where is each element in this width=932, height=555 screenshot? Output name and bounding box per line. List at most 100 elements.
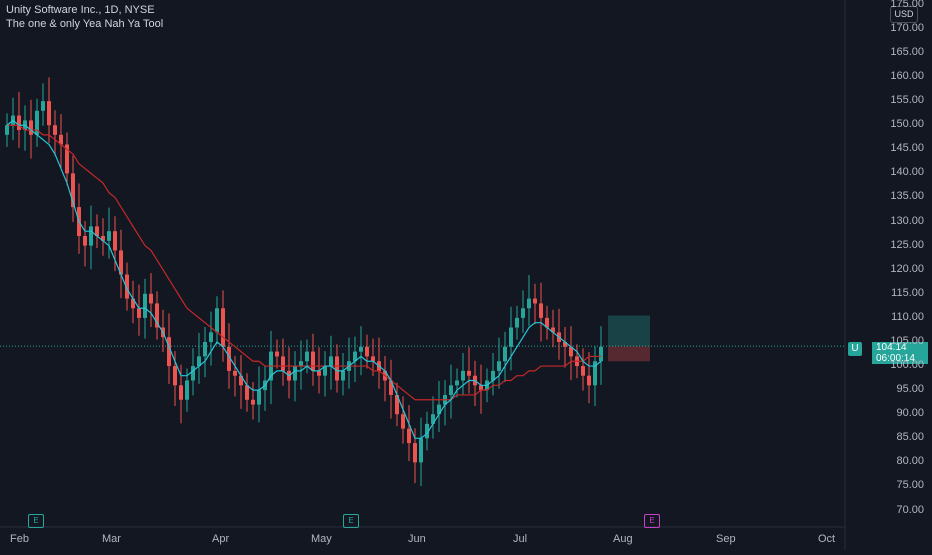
- candle-body: [389, 380, 393, 395]
- candle-body: [227, 346, 231, 371]
- y-tick-label: 120.00: [890, 262, 924, 275]
- y-tick-label: 95.00: [896, 383, 924, 396]
- candle-body: [551, 327, 555, 333]
- y-tick-label: 145.00: [890, 142, 924, 155]
- candle-body: [569, 346, 573, 357]
- x-tick-label: Feb: [10, 533, 29, 545]
- candle-body: [335, 356, 339, 381]
- y-tick-label: 160.00: [890, 70, 924, 83]
- chart-title[interactable]: Unity Software Inc., 1D, NYSE: [6, 4, 155, 16]
- candle-body: [359, 346, 363, 352]
- candle-body: [341, 370, 345, 381]
- candle-body: [311, 351, 315, 371]
- candle-body: [251, 399, 255, 405]
- candle-body: [245, 385, 249, 400]
- x-tick-label: May: [311, 533, 332, 545]
- candle-body: [119, 250, 123, 275]
- candle-body: [581, 366, 585, 376]
- candle-body: [503, 346, 507, 362]
- candle-body: [197, 356, 201, 367]
- y-tick-label: 150.00: [890, 118, 924, 131]
- candle-body: [395, 394, 399, 415]
- candle-body: [449, 385, 453, 395]
- candle-body: [275, 351, 279, 357]
- candle-body: [131, 298, 135, 309]
- candle-body: [515, 317, 519, 328]
- candle-body: [95, 226, 99, 237]
- candle-body: [425, 423, 429, 439]
- y-tick-label: 70.00: [896, 503, 924, 516]
- candle-body: [209, 332, 213, 342]
- x-tick-label: Apr: [212, 533, 230, 545]
- earnings-event-icon[interactable]: E: [644, 514, 660, 528]
- currency-label[interactable]: USD: [890, 6, 918, 23]
- earnings-event-icon[interactable]: E: [28, 514, 44, 528]
- candle-body: [479, 385, 483, 391]
- candle-body: [185, 380, 189, 400]
- candle-body: [587, 375, 591, 386]
- candle-body: [89, 226, 93, 246]
- candle-body: [527, 298, 531, 309]
- candle-body: [413, 443, 417, 463]
- y-tick-label: 175.00: [890, 0, 924, 10]
- earnings-event-icon[interactable]: E: [343, 514, 359, 528]
- candle-body: [221, 308, 225, 347]
- candle-body: [113, 231, 117, 251]
- x-tick-label: Jul: [513, 533, 528, 545]
- candle-body: [539, 303, 543, 318]
- candle-body: [491, 370, 495, 381]
- candle-body: [125, 274, 129, 299]
- candle-body: [593, 361, 597, 386]
- indicator-title[interactable]: The one & only Yea Nah Ya Tool: [6, 18, 164, 30]
- candle-body: [149, 293, 153, 304]
- candle-body: [173, 366, 177, 386]
- ema-fast-line: [6, 119, 602, 439]
- candle-body: [401, 414, 405, 429]
- x-tick-label: Oct: [818, 533, 836, 545]
- x-tick-label: Aug: [613, 533, 633, 545]
- candle-body: [203, 341, 207, 357]
- y-tick-label: 115.00: [891, 286, 924, 299]
- last-price-label: 104.14 06:00:14: [872, 342, 928, 364]
- candle-body: [281, 356, 285, 371]
- candle-body: [563, 341, 567, 347]
- y-tick-label: 105.00: [890, 334, 924, 347]
- y-tick-label: 85.00: [896, 431, 924, 444]
- y-tick-label: 140.00: [890, 166, 924, 179]
- candle-body: [83, 236, 87, 246]
- candle-body: [533, 298, 537, 304]
- x-tick-label: Sep: [716, 533, 736, 545]
- candle-body: [107, 231, 111, 241]
- candle-body: [59, 134, 63, 145]
- candle-body: [191, 366, 195, 381]
- candle-body: [407, 428, 411, 444]
- position-stop-zone: [608, 346, 650, 362]
- y-tick-label: 170.00: [890, 21, 924, 34]
- candle-body: [299, 361, 303, 367]
- bar-countdown: 06:00:14: [876, 353, 915, 364]
- last-price-value: 104.14: [876, 342, 907, 353]
- position-target-zone: [608, 315, 650, 347]
- candle-body: [143, 293, 147, 318]
- ema-slow-line: [7, 124, 601, 401]
- candle-body: [293, 366, 297, 381]
- candle-body: [317, 370, 321, 376]
- x-tick-label: Mar: [102, 533, 121, 545]
- y-tick-label: 165.00: [890, 45, 924, 58]
- y-tick-label: 80.00: [896, 455, 924, 468]
- candle-body: [239, 375, 243, 386]
- candle-body: [455, 380, 459, 386]
- y-tick-label: 100.00: [890, 359, 924, 372]
- candle-body: [215, 308, 219, 333]
- candle-body: [509, 327, 513, 347]
- candle-body: [467, 370, 471, 376]
- candle-body: [431, 414, 435, 424]
- candle-body: [179, 385, 183, 400]
- candle-body: [257, 390, 261, 405]
- y-tick-label: 110.00: [891, 310, 924, 323]
- candle-body: [65, 144, 69, 174]
- candle-body: [353, 351, 357, 362]
- candle-body: [71, 173, 75, 208]
